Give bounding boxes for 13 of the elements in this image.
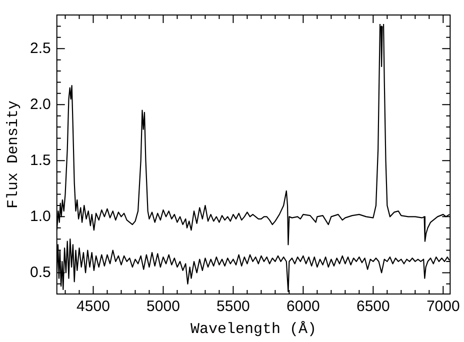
x-tick-label: 6000: [286, 298, 320, 316]
y-tick-label: 1.0: [30, 208, 51, 225]
text: 0.5: [30, 264, 51, 281]
x-tick-label: 5000: [146, 298, 180, 316]
x-axis-title: Wavelength (Å): [190, 320, 317, 338]
x-tick-label: 6500: [356, 298, 390, 316]
x-tick-label: 7000: [426, 298, 460, 316]
x-tick-label: 4500: [76, 298, 110, 316]
x-tick-label: 5500: [216, 298, 250, 316]
y-axis-title: Flux Density: [4, 100, 22, 209]
y-tick-label: 1.5: [30, 152, 51, 169]
y-tick-label: 2.0: [30, 96, 51, 113]
y-tick-label: 2.5: [30, 40, 51, 57]
